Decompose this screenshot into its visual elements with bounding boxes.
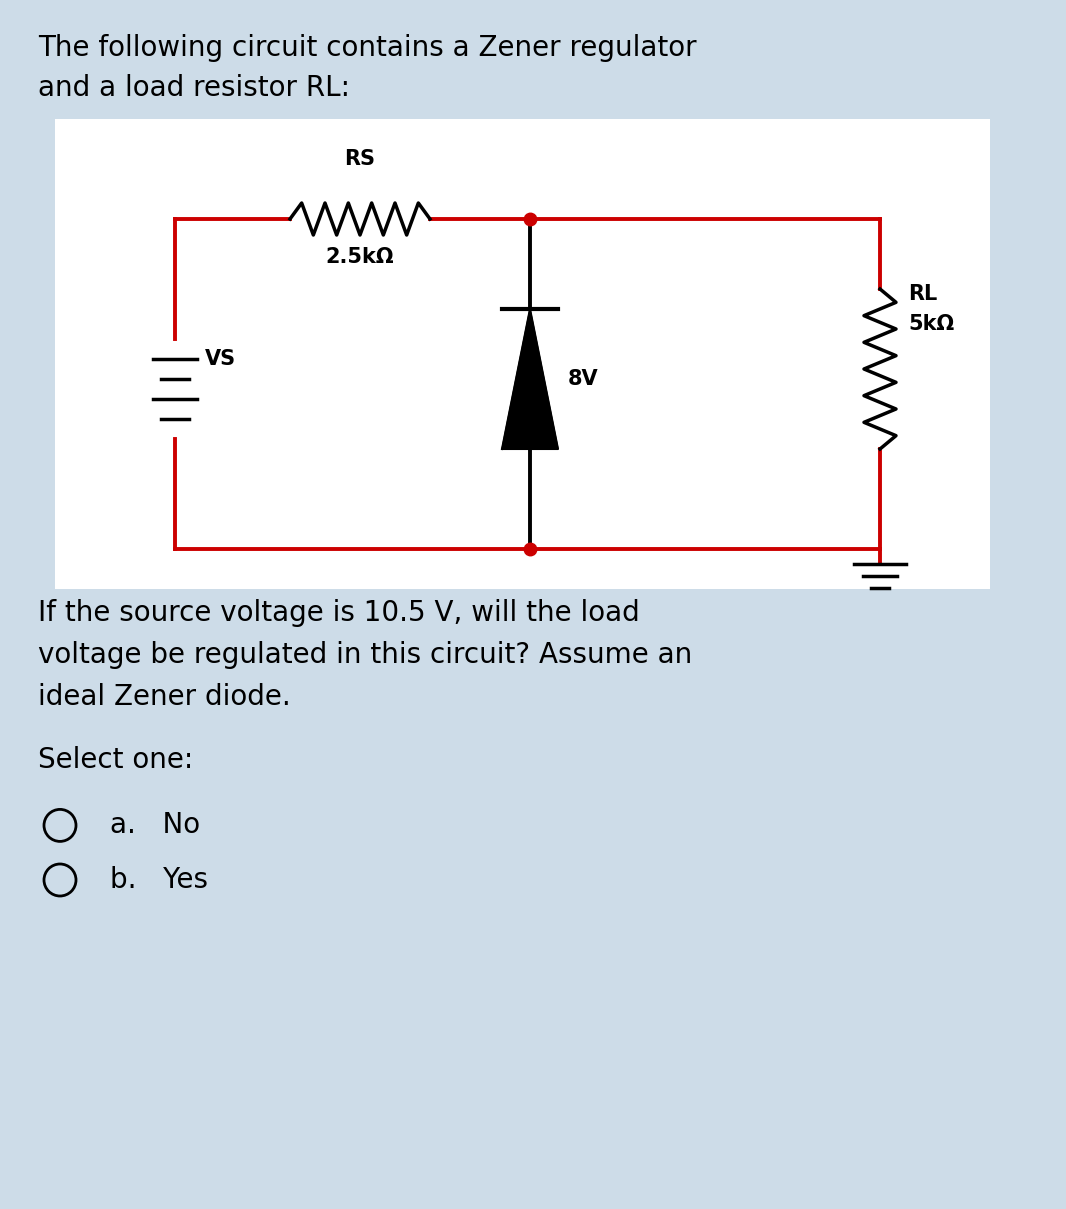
Text: b.   Yes: b. Yes <box>110 866 208 893</box>
Text: and a load resistor RL:: and a load resistor RL: <box>38 74 350 102</box>
Text: voltage be regulated in this circuit? Assume an: voltage be regulated in this circuit? As… <box>38 641 692 669</box>
Text: Select one:: Select one: <box>38 746 193 774</box>
Text: The following circuit contains a Zener regulator: The following circuit contains a Zener r… <box>38 34 696 62</box>
Text: 8V: 8V <box>568 369 599 389</box>
Text: a.   No: a. No <box>110 811 200 839</box>
Text: If the source voltage is 10.5 V, will the load: If the source voltage is 10.5 V, will th… <box>38 598 640 627</box>
Bar <box>55 118 990 589</box>
Text: RS: RS <box>344 149 375 169</box>
Polygon shape <box>502 310 558 449</box>
Text: ideal Zener diode.: ideal Zener diode. <box>38 683 291 711</box>
Text: VS: VS <box>205 349 237 369</box>
Text: RL: RL <box>908 284 937 303</box>
Text: 5kΩ: 5kΩ <box>908 314 954 334</box>
Text: 2.5kΩ: 2.5kΩ <box>326 247 394 267</box>
